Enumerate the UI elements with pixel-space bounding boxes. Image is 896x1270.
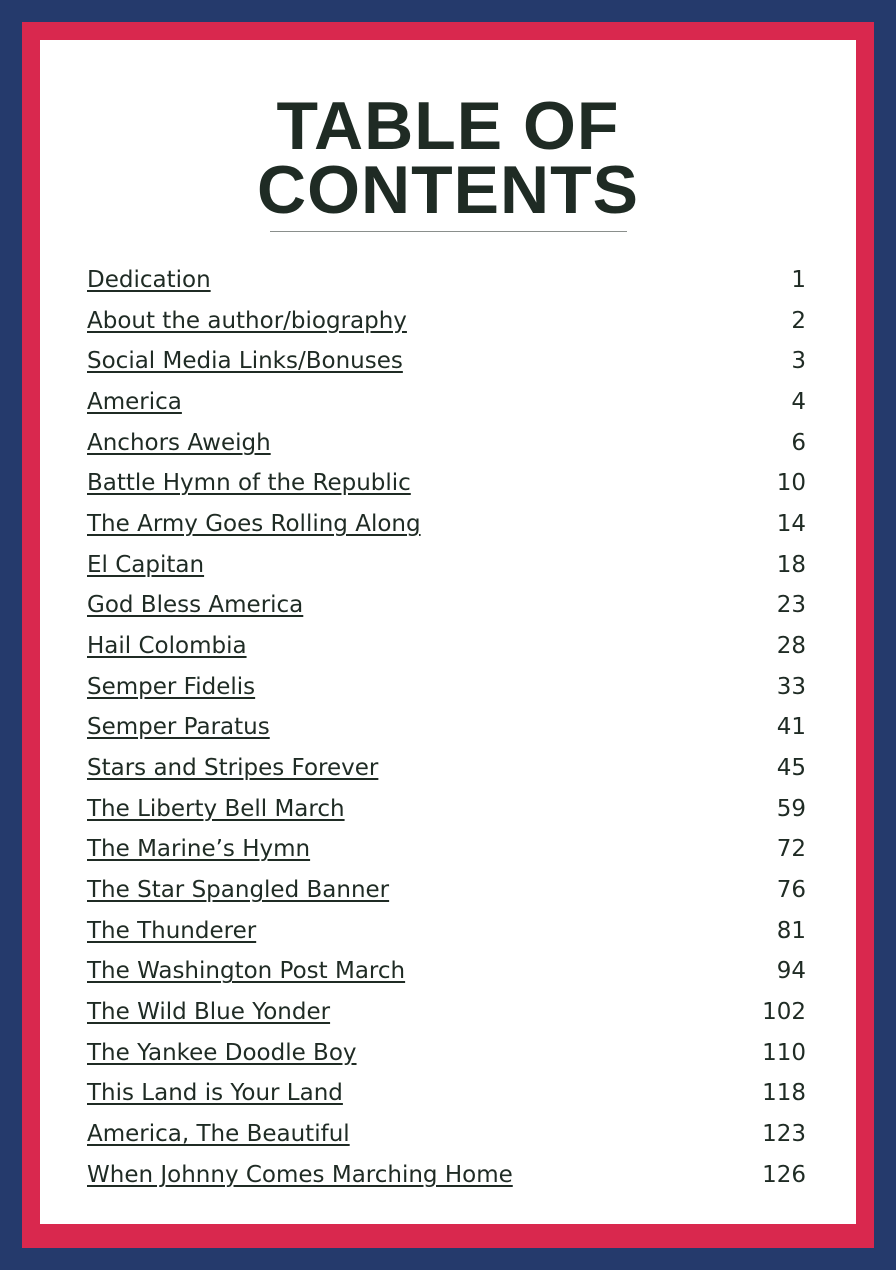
- toc-entry: The Yankee Doodle Boy 110: [87, 1033, 806, 1074]
- toc-entry: The Marine’s Hymn 72: [87, 829, 806, 870]
- page-number: 1: [791, 267, 806, 293]
- title-line-1: TABLE OF: [276, 88, 620, 164]
- toc-link[interactable]: Dedication: [87, 267, 211, 293]
- toc-entry: The Army Goes Rolling Along 14: [87, 504, 806, 545]
- page-number: 14: [776, 511, 806, 538]
- page-number: 126: [762, 1161, 806, 1188]
- toc-entry: Anchors Aweigh 6: [87, 423, 806, 464]
- toc-entry: Dedication 1: [87, 260, 806, 301]
- page-number: 41: [776, 714, 806, 741]
- toc-link[interactable]: Battle Hymn of the Republic: [87, 470, 411, 497]
- toc-entry: God Bless America 23: [87, 585, 806, 626]
- toc-link[interactable]: America: [87, 389, 182, 416]
- toc-entry: El Capitan 18: [87, 545, 806, 586]
- toc-entry: When Johnny Comes Marching Home 126: [87, 1155, 806, 1196]
- toc-entry: The Washington Post March 94: [87, 951, 806, 992]
- toc-link[interactable]: The Wild Blue Yonder: [87, 999, 331, 1026]
- page-title: TABLE OF CONTENTS: [40, 88, 856, 228]
- toc-entry: The Liberty Bell March 59: [87, 789, 806, 830]
- toc-link[interactable]: Social Media Links/Bonuses: [87, 348, 403, 375]
- page-number: 94: [776, 958, 806, 985]
- toc-link[interactable]: The Washington Post March: [87, 958, 406, 985]
- title-line-2: CONTENTS: [257, 152, 639, 228]
- toc-link[interactable]: The Yankee Doodle Boy: [87, 1039, 357, 1066]
- page-number: 4: [791, 389, 806, 416]
- page-number: 59: [776, 795, 806, 822]
- table-of-contents: Dedication 1 About the author/biography 2 So…: [87, 260, 806, 1195]
- page-number: 123: [762, 1121, 806, 1148]
- page-number: 110: [762, 1039, 806, 1066]
- toc-entry: Stars and Stripes Forever 45: [87, 748, 806, 789]
- toc-entry: America, The Beautiful 123: [87, 1114, 806, 1155]
- page-number: 28: [776, 633, 806, 660]
- toc-link[interactable]: Semper Fidelis: [87, 673, 256, 700]
- page-number: 6: [791, 429, 806, 456]
- toc-link[interactable]: About the author/biography: [87, 307, 407, 334]
- toc-entry: America 4: [87, 382, 806, 423]
- page-number: 18: [776, 551, 806, 578]
- page-number: 76: [776, 877, 806, 904]
- toc-link[interactable]: Hail Colombia: [87, 633, 247, 660]
- toc-entry: Semper Paratus 41: [87, 707, 806, 748]
- toc-link[interactable]: The Liberty Bell March: [87, 795, 345, 822]
- toc-link[interactable]: The Star Spangled Banner: [87, 877, 390, 904]
- page-number: 3: [791, 348, 806, 375]
- toc-link[interactable]: The Marine’s Hymn: [87, 836, 311, 863]
- toc-entry: About the author/biography 2: [87, 301, 806, 342]
- toc-entry: The Star Spangled Banner 76: [87, 870, 806, 911]
- toc-link[interactable]: El Capitan: [87, 551, 205, 578]
- toc-entry: The Wild Blue Yonder 102: [87, 992, 806, 1033]
- toc-link[interactable]: America, The Beautiful: [87, 1121, 350, 1148]
- toc-link[interactable]: Stars and Stripes Forever: [87, 755, 379, 782]
- page-number: 81: [776, 917, 806, 944]
- page-number: 2: [791, 307, 806, 334]
- page-number: 10: [776, 470, 806, 497]
- page-number: 33: [776, 673, 806, 700]
- page-number: 72: [776, 836, 806, 863]
- title-divider: [270, 231, 627, 232]
- page-number: 102: [762, 999, 806, 1026]
- toc-link[interactable]: The Thunderer: [87, 917, 257, 944]
- toc-entry: Hail Colombia 28: [87, 626, 806, 667]
- toc-link[interactable]: God Bless America: [87, 592, 304, 619]
- toc-link[interactable]: The Army Goes Rolling Along: [87, 511, 421, 538]
- toc-link[interactable]: When Johnny Comes Marching Home: [87, 1161, 513, 1188]
- toc-entry: This Land is Your Land 118: [87, 1073, 806, 1114]
- toc-link[interactable]: Anchors Aweigh: [87, 429, 271, 456]
- toc-entry: Semper Fidelis 33: [87, 667, 806, 708]
- toc-link[interactable]: Semper Paratus: [87, 714, 270, 741]
- page-number: 23: [776, 592, 806, 619]
- toc-entry: The Thunderer 81: [87, 911, 806, 952]
- page-number: 118: [762, 1080, 806, 1107]
- toc-entry: Social Media Links/Bonuses 3: [87, 341, 806, 382]
- page: TABLE OF CONTENTS Dedication 1 About the a…: [40, 40, 856, 1224]
- page-number: 45: [776, 755, 806, 782]
- toc-entry: Battle Hymn of the Republic 10: [87, 463, 806, 504]
- toc-link[interactable]: This Land is Your Land: [87, 1080, 343, 1107]
